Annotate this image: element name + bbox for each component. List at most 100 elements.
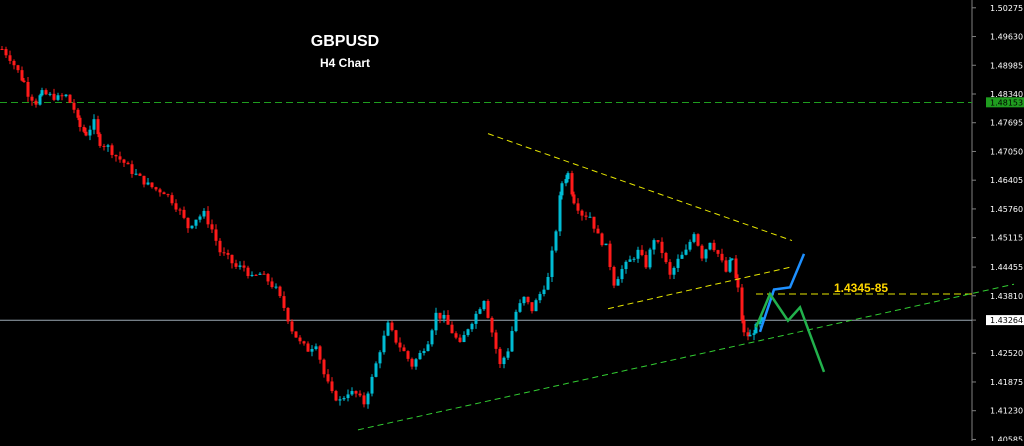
candle-body [442, 314, 446, 319]
candle-body [438, 312, 442, 319]
candle-body [696, 234, 700, 246]
candle-body [274, 286, 278, 288]
candle-body [314, 346, 318, 349]
candle-body [72, 102, 76, 110]
candle-body [394, 330, 398, 343]
candle-body [560, 183, 564, 196]
candle-body [118, 156, 122, 160]
candle-body [150, 182, 154, 188]
candle-body [660, 241, 664, 254]
candle-body [680, 254, 684, 259]
candle-body [454, 333, 458, 338]
candle-body [310, 348, 314, 352]
candle-body [478, 309, 482, 314]
candle-body [186, 217, 190, 229]
candle-body [48, 93, 52, 95]
y-tick-label: 1.43810 [990, 292, 1023, 301]
candle-body [628, 259, 632, 262]
candle-body [490, 317, 494, 333]
candle-body [518, 303, 522, 312]
candle-body [106, 145, 110, 147]
candle-body [250, 274, 254, 277]
candle-body [64, 94, 68, 97]
candle-body [68, 94, 72, 103]
chart-subtitle: H4 Chart [319, 56, 370, 70]
candle-body [716, 250, 720, 254]
candle-body [466, 329, 470, 336]
candle-body [266, 274, 270, 282]
candle-body [398, 342, 402, 348]
candle-body [564, 179, 568, 184]
candle-body [746, 332, 750, 337]
candle-body [52, 93, 56, 100]
candle-body [382, 335, 386, 353]
candle-body [334, 391, 338, 401]
triangle-upper-line [487, 133, 793, 242]
candle-body [4, 49, 8, 56]
candle-body [572, 194, 576, 204]
candle-body [174, 203, 178, 210]
candle-body [510, 331, 514, 352]
candle-body [596, 228, 600, 234]
candle-body [486, 300, 490, 318]
candle-body [720, 253, 724, 261]
candle-body [214, 229, 218, 241]
candle-body [608, 243, 612, 267]
candle-body [592, 216, 596, 229]
candle-body [98, 134, 102, 146]
candle-body [166, 194, 170, 196]
candle-body [346, 394, 350, 399]
candle-body [740, 287, 744, 321]
candle-body [734, 258, 738, 279]
candle-body [758, 320, 762, 324]
candle-body [182, 209, 186, 218]
candle-body [88, 129, 92, 136]
candle-body [278, 286, 282, 297]
candle-body [22, 80, 26, 82]
candle-body [426, 344, 430, 352]
candle-body [34, 100, 38, 105]
candle-body [410, 358, 414, 367]
candle-body [558, 195, 562, 232]
candle-body [620, 269, 624, 280]
candle-body [226, 252, 230, 255]
candle-body [588, 216, 592, 218]
candle-body [342, 398, 346, 400]
candle-body [282, 296, 286, 308]
candle-body [110, 145, 114, 155]
candle-body [458, 337, 462, 343]
candle-body [26, 81, 30, 97]
y-tick-label: 1.48340 [990, 90, 1023, 99]
candle-body [374, 363, 378, 377]
candle-body [286, 307, 290, 322]
candle-body [82, 126, 86, 132]
candle-body [366, 393, 370, 405]
candle-body [16, 65, 20, 71]
level-annotation: 1.4345-85 [834, 281, 889, 295]
candle-body [434, 312, 438, 331]
y-tick-label: 1.40585 [990, 435, 1023, 441]
candle-body [656, 240, 660, 242]
candle-body [194, 219, 198, 226]
candle-body [546, 276, 550, 290]
candle-body [134, 173, 138, 175]
candle-body [326, 374, 330, 382]
candle-body [142, 175, 146, 185]
candle-body [648, 249, 652, 268]
candle-body [126, 162, 130, 165]
candle-body [600, 233, 604, 246]
support-trendline [357, 283, 1015, 431]
candle-body [402, 347, 406, 352]
candle-body [170, 195, 174, 204]
current-price-box [986, 315, 1024, 326]
current-price-label: 1.43264 [990, 316, 1023, 325]
candle-body [234, 263, 238, 267]
candle-body [644, 255, 648, 268]
candle-body [760, 317, 764, 321]
candle-body [526, 296, 530, 303]
candle-body [262, 273, 266, 275]
candle-body [146, 182, 150, 185]
candle-body [612, 266, 616, 286]
candle-body [712, 242, 716, 251]
candle-body [584, 215, 588, 217]
